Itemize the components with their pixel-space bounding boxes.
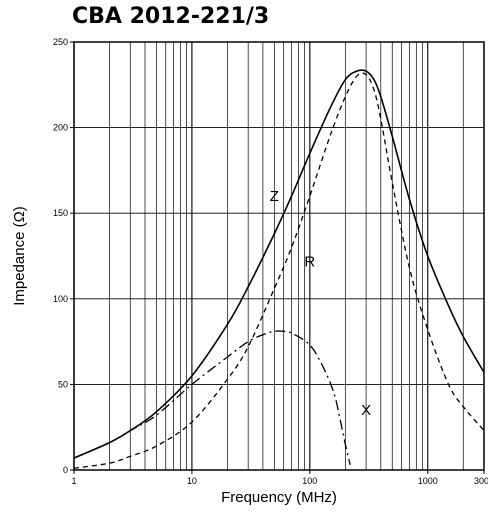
- curve-label-z: Z: [270, 188, 279, 205]
- y-axis-label: Impedance (Ω): [11, 206, 28, 306]
- x-tick-label: 1000: [418, 476, 438, 486]
- x-tick-label: 10: [187, 476, 197, 486]
- curve-labels: Z R X: [270, 188, 371, 419]
- y-tick-label: 150: [53, 208, 68, 218]
- y-tick-label: 0: [63, 465, 68, 475]
- curves: [73, 69, 485, 469]
- y-tick-label: 50: [58, 379, 68, 389]
- y-tick-label: 100: [53, 294, 68, 304]
- series-r-line: [73, 72, 485, 469]
- x-axis-label: Frequency (MHz): [221, 489, 337, 506]
- y-tick-label: 200: [53, 123, 68, 133]
- x-tick-label: 1: [71, 476, 76, 486]
- curve-label-r: R: [304, 253, 315, 270]
- series-z-line: [73, 69, 485, 459]
- plot-frame: [73, 41, 485, 471]
- x-tick-label: 100: [302, 476, 317, 486]
- grid: [73, 42, 485, 470]
- chart-title: CBA 2012-221/3: [72, 4, 270, 29]
- series-x-line: [73, 330, 351, 466]
- y-tick-label: 250: [53, 37, 68, 47]
- curve-label-x: X: [361, 402, 371, 419]
